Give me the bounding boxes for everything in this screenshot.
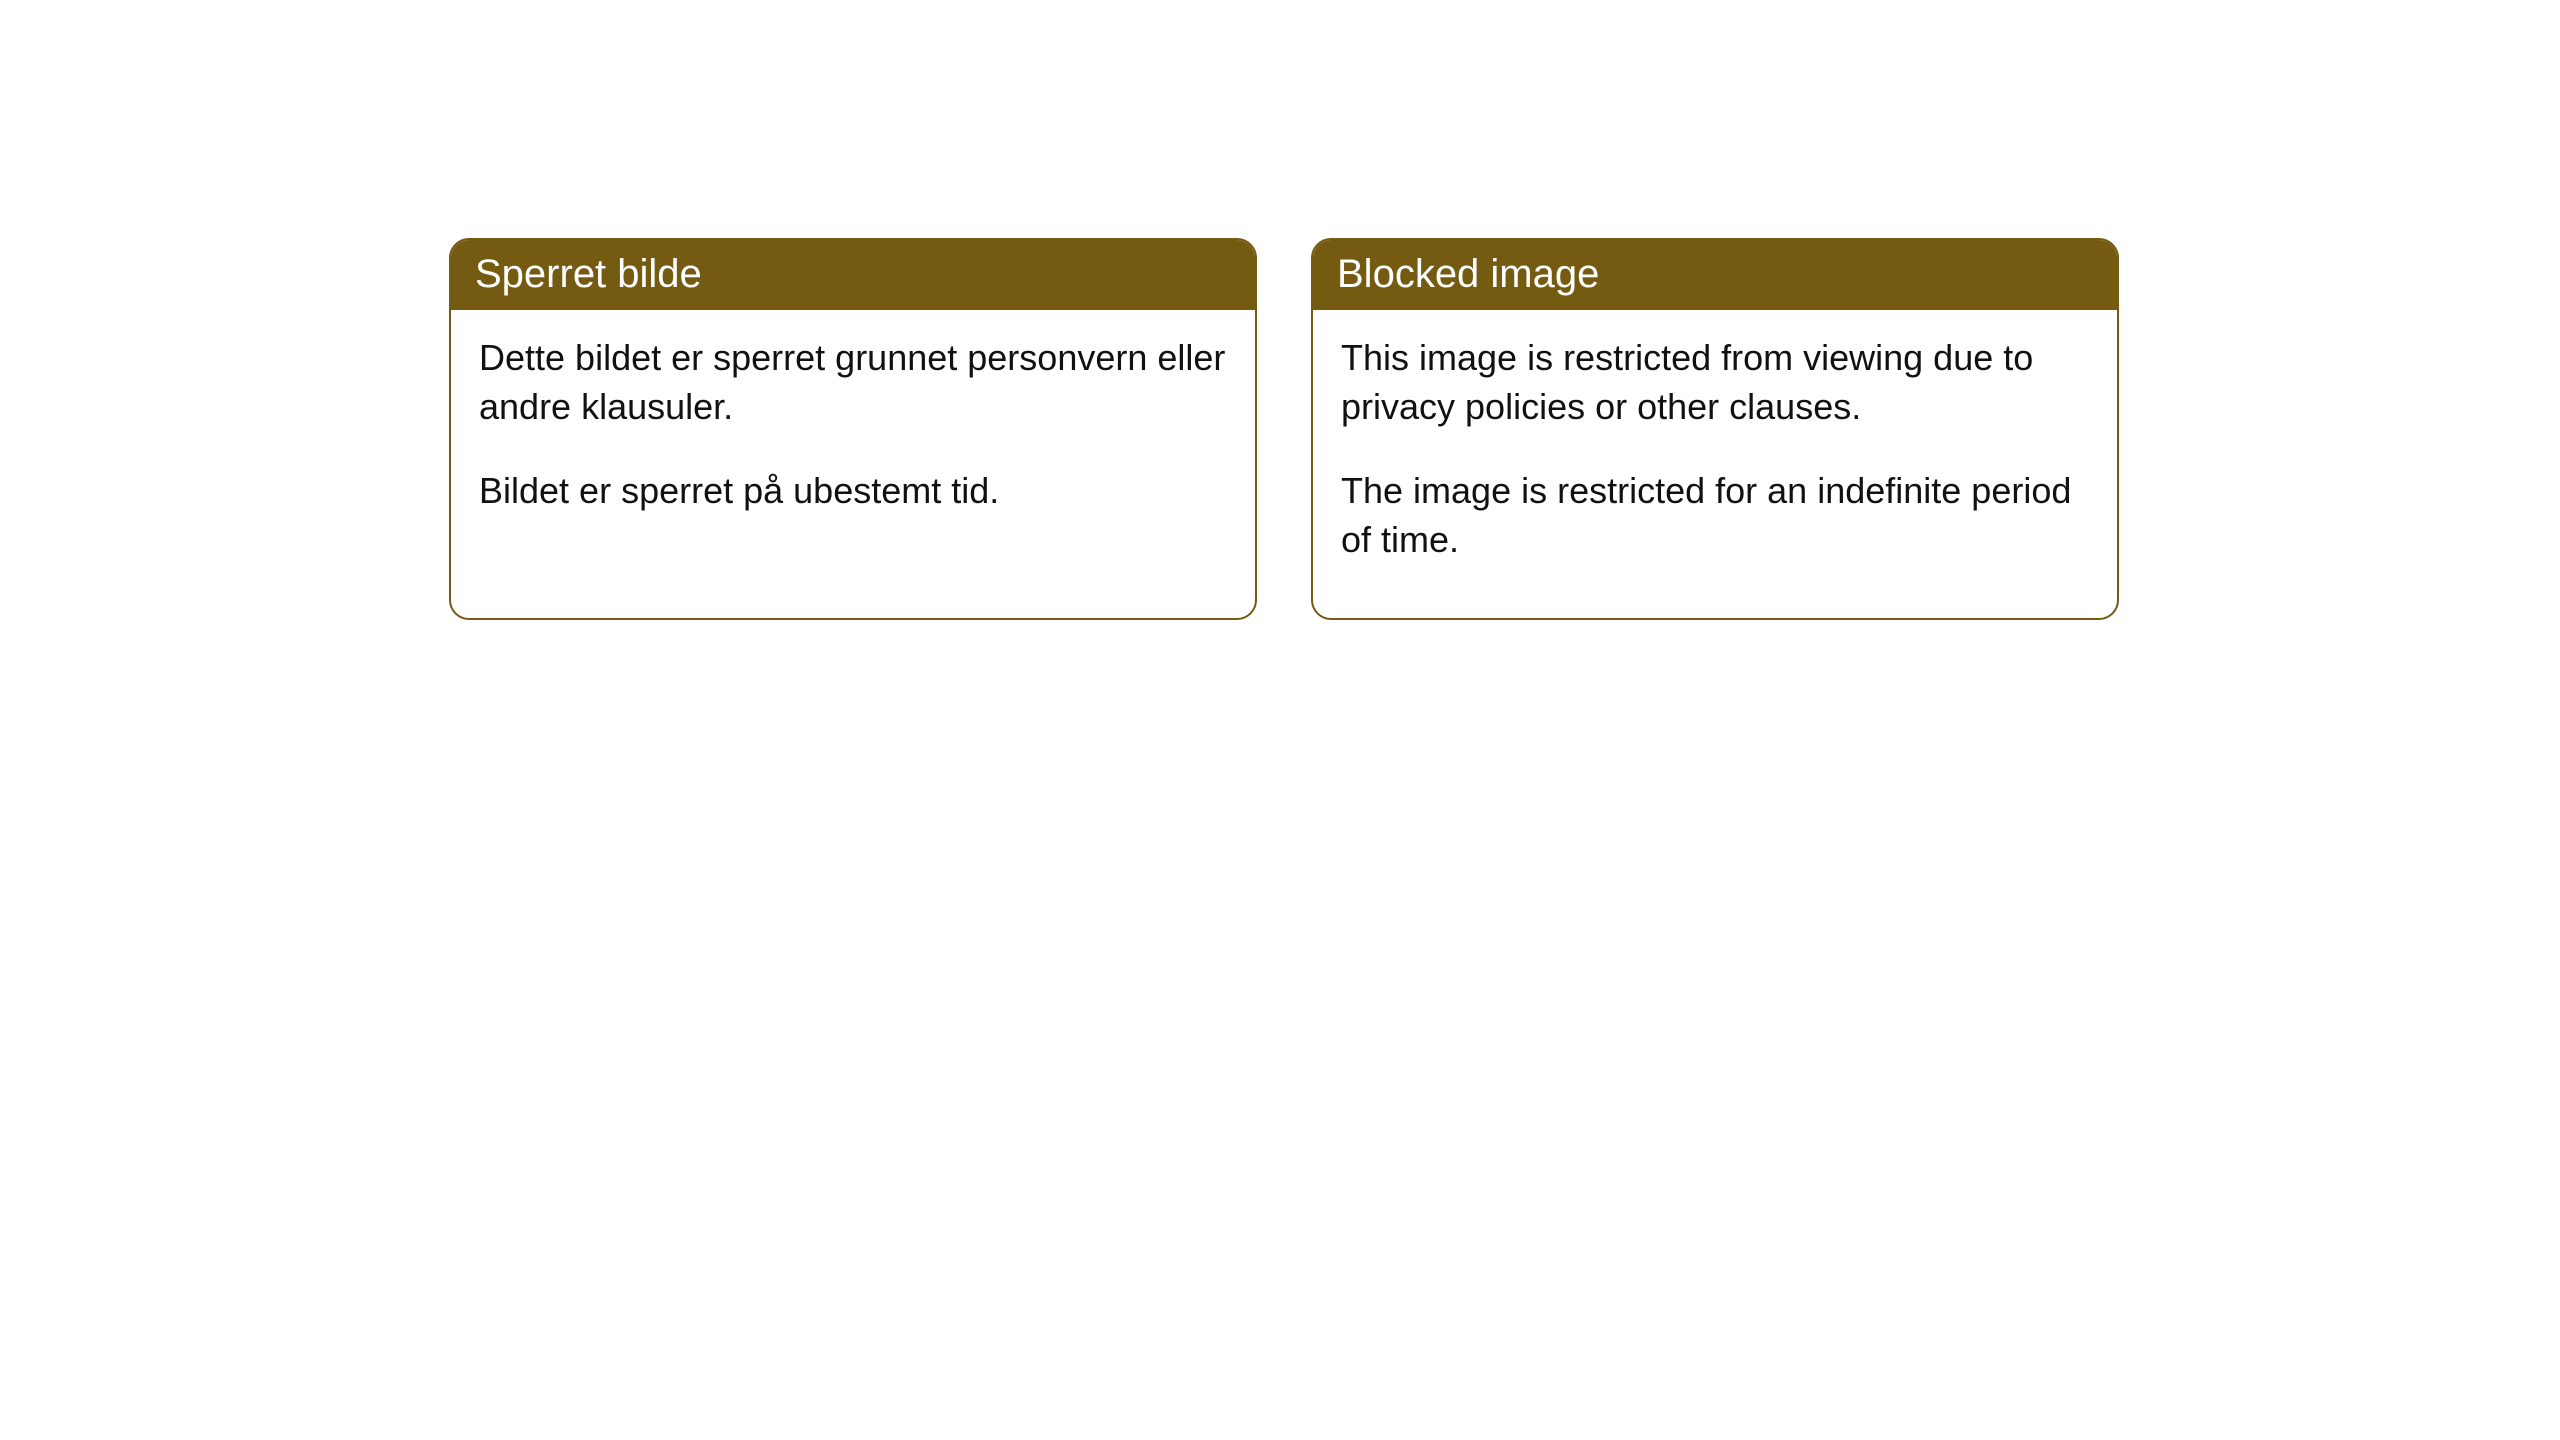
notice-text-line: Dette bildet er sperret grunnet personve…: [479, 334, 1227, 431]
card-title: Blocked image: [1313, 240, 2117, 310]
card-body: Dette bildet er sperret grunnet personve…: [451, 310, 1255, 570]
card-title: Sperret bilde: [451, 240, 1255, 310]
notice-text-line: This image is restricted from viewing du…: [1341, 334, 2089, 431]
card-body: This image is restricted from viewing du…: [1313, 310, 2117, 618]
notice-card-norwegian: Sperret bilde Dette bildet er sperret gr…: [449, 238, 1257, 620]
notice-text-line: Bildet er sperret på ubestemt tid.: [479, 467, 1227, 516]
notice-text-line: The image is restricted for an indefinit…: [1341, 467, 2089, 564]
notice-card-english: Blocked image This image is restricted f…: [1311, 238, 2119, 620]
notice-container: Sperret bilde Dette bildet er sperret gr…: [0, 0, 2560, 620]
